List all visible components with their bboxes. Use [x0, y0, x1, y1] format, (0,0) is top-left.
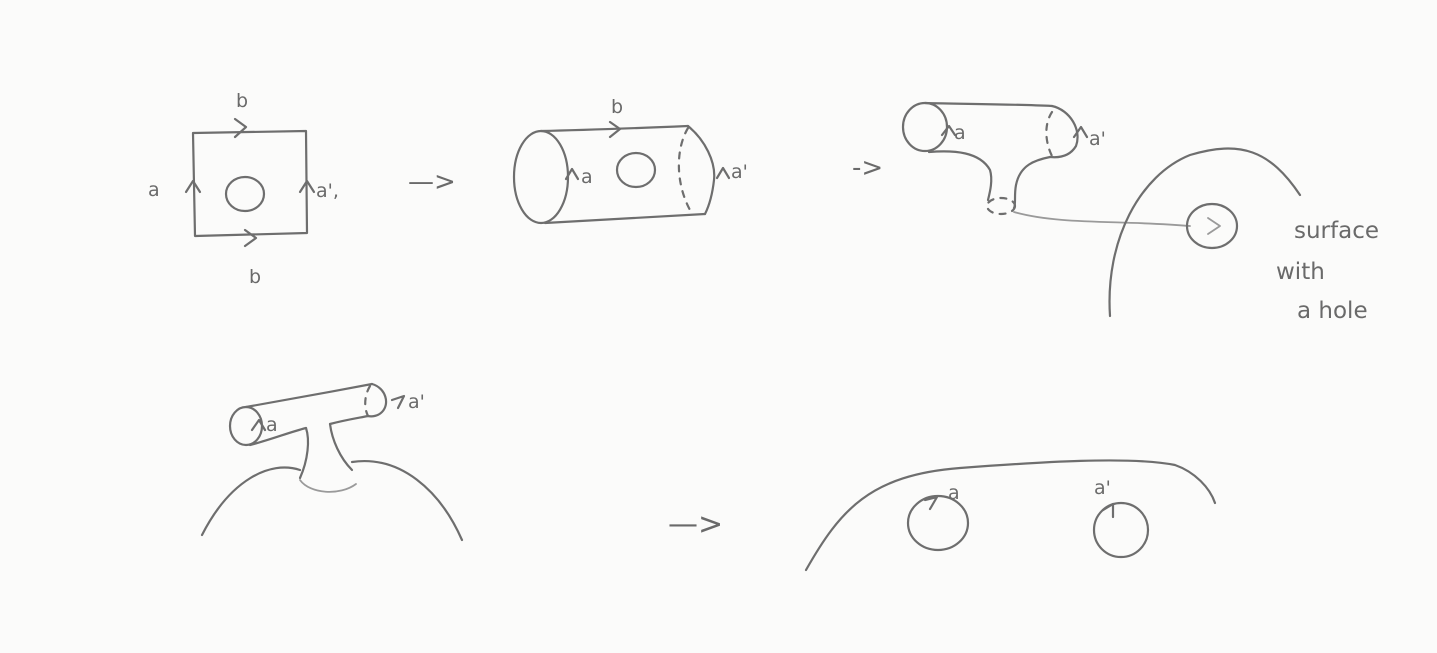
handle-left-end — [228, 405, 264, 447]
neck-left — [298, 426, 310, 480]
hole-label-a: a — [948, 482, 960, 504]
attach-line — [1013, 211, 1191, 227]
neck-shading — [299, 479, 357, 493]
cylinder-label-b: b — [611, 96, 623, 118]
handle-top-edge — [244, 382, 374, 409]
tube-label-a: a — [954, 122, 966, 144]
tube-right-end — [1048, 104, 1079, 159]
tube-with-neck: a a' — [901, 101, 1302, 318]
label-a-left: a — [148, 179, 160, 201]
hole-label-a-prime: a' — [1094, 477, 1111, 499]
handle-bottom-edge-right — [328, 414, 370, 426]
tube-a-arrow-icon — [940, 124, 957, 137]
surface-curve-2 — [804, 459, 1217, 572]
attach-arrow-icon — [1207, 217, 1221, 235]
note-line-2: with — [1276, 259, 1325, 285]
handle-label-a-prime: a' — [408, 391, 425, 413]
note-line-1: surface — [1294, 218, 1379, 244]
cylinder-top-arrow-icon — [608, 120, 622, 139]
surface-curve-1 — [1108, 147, 1302, 318]
hole-a-arrow-icon — [923, 495, 939, 511]
square-with-hole: b b a a', — [148, 90, 339, 288]
cylinder-hole — [615, 151, 657, 189]
tube-on-sphere: a a' — [200, 382, 464, 542]
tube-left-end — [901, 101, 949, 153]
cylinder-label-a: a — [581, 166, 593, 188]
cylinder-right-end-back — [677, 126, 692, 212]
transform-arrow-1: —> — [408, 167, 456, 197]
cylinder-right-end-front — [686, 124, 716, 216]
tube-a-prime-arrow-icon — [1072, 125, 1089, 139]
tube-bottom-right — [1012, 155, 1052, 210]
transform-arrow-2: -> — [852, 153, 883, 183]
hole-a — [906, 494, 970, 552]
cylinder-a-prime-arrow-icon — [715, 166, 731, 180]
handle-right-end — [366, 382, 388, 418]
tube-bottom-left — [927, 150, 993, 202]
handle-label-a: a — [266, 414, 278, 436]
handle-a-arrow-icon — [250, 418, 267, 432]
hole-a-prime-arrow-icon — [1101, 502, 1115, 519]
bottom-edge-arrow-icon — [243, 228, 258, 248]
top-edge-arrow-icon — [233, 117, 248, 139]
label-a-prime-right: a', — [316, 180, 339, 202]
sphere-curve — [200, 460, 464, 542]
surface-with-two-holes: a a' — [804, 459, 1217, 572]
surface-hole — [1185, 202, 1239, 250]
tube-top-edge — [923, 101, 1054, 108]
handle-right-end-back — [364, 384, 372, 418]
hole-a-prime — [1092, 501, 1150, 559]
note-line-3: a hole — [1297, 298, 1368, 324]
tube-label-a-prime: a' — [1089, 128, 1106, 150]
surface-note: surface with a hole — [1276, 218, 1379, 324]
cylinder-left-end — [512, 129, 570, 225]
label-b-top: b — [236, 90, 248, 112]
right-edge-arrow-icon — [298, 179, 316, 194]
neck-right — [328, 422, 354, 472]
neck-opening — [985, 196, 1017, 216]
cylinder-a-arrow-icon — [564, 167, 580, 181]
cylinder-bottom-edge — [543, 212, 707, 225]
square-outline — [191, 129, 309, 238]
handle-a-prime-arrow-icon — [390, 394, 406, 410]
cylinder-top-edge — [539, 124, 690, 133]
cylinder-label-a-prime: a' — [731, 161, 748, 183]
transform-arrow-3: —> — [668, 507, 723, 542]
left-edge-arrow-icon — [184, 179, 202, 194]
cylinder: b a a' — [512, 96, 748, 225]
square-hole — [224, 175, 266, 213]
handle-bottom-edge-left — [248, 426, 308, 447]
label-b-bottom: b — [249, 266, 261, 288]
tube-right-end-back — [1045, 110, 1054, 158]
